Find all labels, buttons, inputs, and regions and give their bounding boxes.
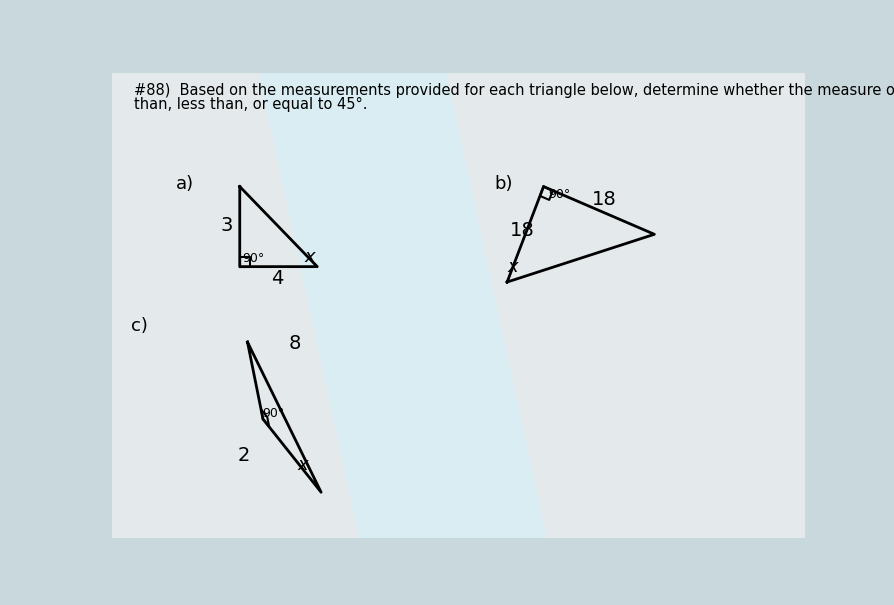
- Text: 18: 18: [591, 190, 616, 209]
- Text: 90°: 90°: [241, 252, 264, 264]
- Text: 4: 4: [271, 269, 283, 289]
- Text: 18: 18: [510, 221, 535, 240]
- Text: b): b): [493, 175, 512, 193]
- Polygon shape: [259, 73, 545, 538]
- Text: 90°: 90°: [262, 407, 284, 420]
- Text: x: x: [297, 456, 308, 474]
- Text: a): a): [175, 175, 193, 193]
- Text: x: x: [507, 258, 518, 276]
- Text: x: x: [305, 249, 316, 266]
- Text: #88)  Based on the measurements provided for each triangle below, determine whet: #88) Based on the measurements provided …: [133, 83, 894, 99]
- Text: c): c): [131, 318, 148, 335]
- Text: 2: 2: [237, 446, 249, 465]
- Text: 3: 3: [220, 215, 232, 235]
- Text: 90°: 90°: [548, 188, 569, 201]
- Text: 8: 8: [288, 334, 300, 353]
- Text: than, less than, or equal to 45°.: than, less than, or equal to 45°.: [133, 97, 367, 113]
